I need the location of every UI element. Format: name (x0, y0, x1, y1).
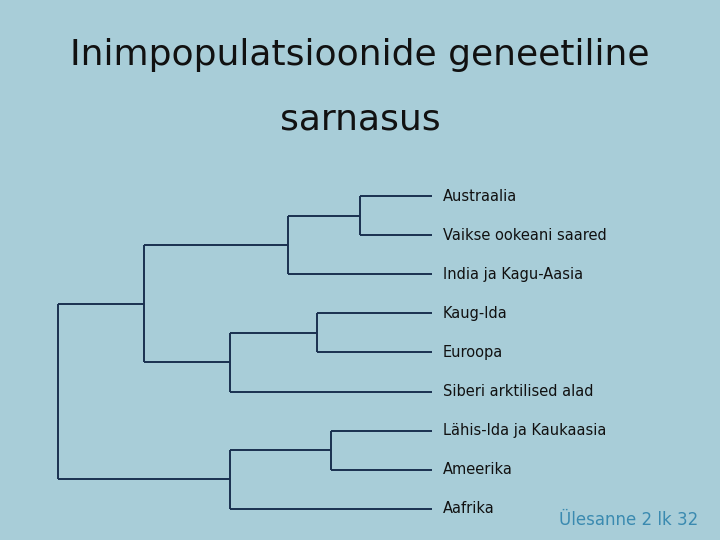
Text: Lähis-Ida ja Kaukaasia: Lähis-Ida ja Kaukaasia (443, 423, 606, 438)
Text: Euroopa: Euroopa (443, 345, 503, 360)
Text: Ülesanne 2 lk 32: Ülesanne 2 lk 32 (559, 511, 698, 529)
Text: sarnasus: sarnasus (279, 103, 441, 137)
Text: India ja Kagu-Aasia: India ja Kagu-Aasia (443, 267, 583, 282)
Text: Aafrika: Aafrika (443, 501, 495, 516)
Text: Kaug-Ida: Kaug-Ida (443, 306, 508, 321)
Text: Siberi arktilised alad: Siberi arktilised alad (443, 384, 593, 399)
Text: Inimpopulatsioonide geneetiline: Inimpopulatsioonide geneetiline (71, 38, 649, 72)
Text: Ameerika: Ameerika (443, 462, 513, 477)
Text: Vaikse ookeani saared: Vaikse ookeani saared (443, 228, 606, 243)
Text: Austraalia: Austraalia (443, 189, 517, 204)
